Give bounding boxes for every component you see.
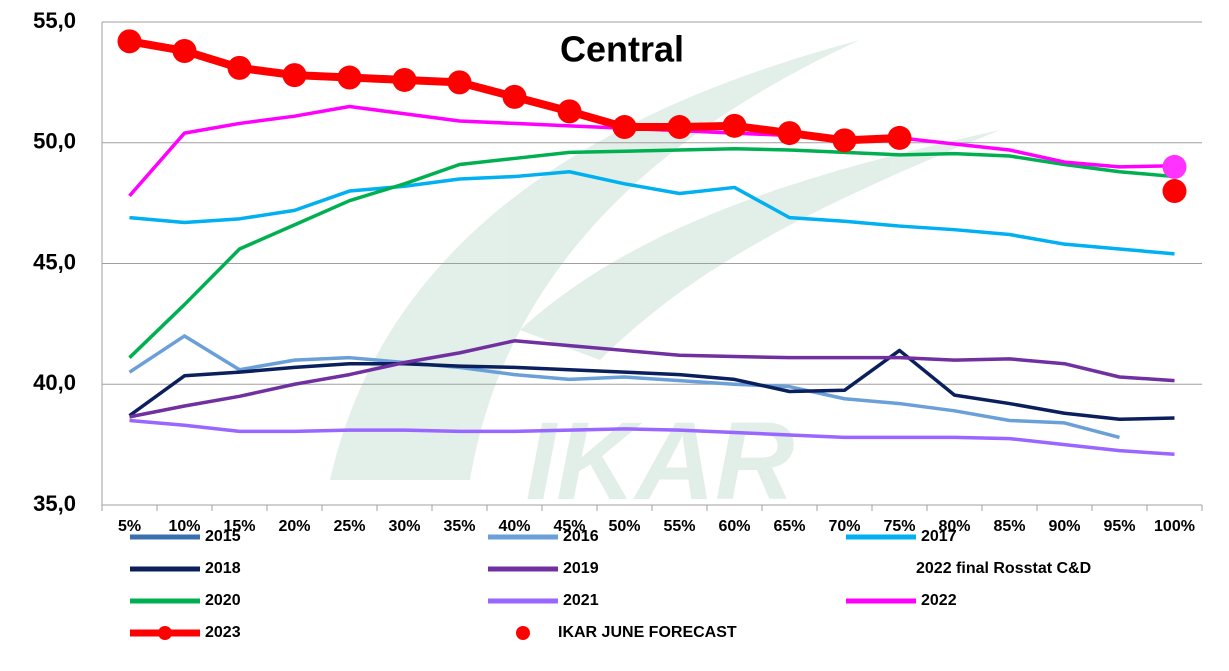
y-tick-label: 45,0 xyxy=(33,249,76,274)
series-marker xyxy=(227,55,252,80)
series-marker xyxy=(337,65,362,90)
series-marker xyxy=(502,84,527,109)
x-tick-label: 10% xyxy=(168,518,200,535)
series-line xyxy=(128,334,1120,440)
legend-item: 2015 xyxy=(130,528,241,545)
x-tick-label: 45% xyxy=(553,518,585,535)
legend-label: 2022 xyxy=(921,592,957,609)
y-tick-label: 50,0 xyxy=(33,129,76,154)
y-tick-label: 55,0 xyxy=(33,8,76,33)
series-marker xyxy=(557,99,582,124)
watermark: IKAR xyxy=(330,40,1000,523)
y-tick-label: 35,0 xyxy=(33,491,76,516)
series-marker xyxy=(1162,179,1187,204)
legend-item: IKAR JUNE FORECAST xyxy=(516,624,737,641)
legend-label: 2015 xyxy=(205,528,241,545)
legend-item: 2022 xyxy=(846,592,957,609)
legend-label: 2021 xyxy=(563,592,599,609)
x-tick-label: 80% xyxy=(938,518,970,535)
legend-symbol xyxy=(516,626,530,640)
series-marker xyxy=(667,115,692,140)
x-tick-label: 100% xyxy=(1154,518,1195,535)
series-line xyxy=(129,339,1175,419)
chart-title: Central xyxy=(560,29,684,70)
x-tick-label: 90% xyxy=(1048,518,1080,535)
x-tick-label: 20% xyxy=(278,518,310,535)
series-marker xyxy=(392,67,417,92)
x-tick-label: 25% xyxy=(333,518,365,535)
series-marker xyxy=(172,38,197,63)
legend-label: 2016 xyxy=(563,528,599,545)
series-line xyxy=(129,418,1175,457)
series-line xyxy=(129,169,1175,256)
series-marker xyxy=(117,29,142,54)
legend-item: 2016 xyxy=(488,528,599,545)
legend-item: 2019 xyxy=(488,560,599,577)
x-tick-label: 75% xyxy=(883,518,915,535)
legend-label: 2023 xyxy=(205,624,241,641)
series-marker xyxy=(282,63,307,88)
x-tick-label: 95% xyxy=(1103,518,1135,535)
x-tick-label: 5% xyxy=(118,518,141,535)
series-marker xyxy=(1162,154,1187,179)
legend-item: 2018 xyxy=(130,560,241,577)
legend-label: 2019 xyxy=(563,560,599,577)
legend-item: 2020 xyxy=(130,592,241,609)
legend-symbol xyxy=(158,626,172,640)
legend-item: 2021 xyxy=(488,592,599,609)
series-line xyxy=(128,147,1175,359)
legend-item: 2023 xyxy=(130,624,241,641)
x-tick-label: 35% xyxy=(443,518,475,535)
y-tick-label: 40,0 xyxy=(33,370,76,395)
legend-label: 2020 xyxy=(205,592,241,609)
series-marker xyxy=(777,121,802,146)
series-line xyxy=(128,348,1175,422)
series-marker xyxy=(832,128,857,153)
x-tick-label: 40% xyxy=(498,518,530,535)
legend-label: 2018 xyxy=(205,560,241,577)
series-marker xyxy=(447,70,472,95)
x-tick-label: 30% xyxy=(388,518,420,535)
x-tick-label: 15% xyxy=(223,518,255,535)
series-marker xyxy=(887,125,912,150)
series-marker xyxy=(722,113,747,138)
x-tick-label: 50% xyxy=(608,518,640,535)
legend-label: 2022 final Rosstat C&D xyxy=(916,560,1091,577)
x-tick-label: 70% xyxy=(828,518,860,535)
x-tick-label: 55% xyxy=(663,518,695,535)
legend-item: 2017 xyxy=(846,528,957,545)
x-tick-label: 60% xyxy=(718,518,750,535)
svg-text:IKAR: IKAR xyxy=(526,400,795,523)
x-tick-label: 85% xyxy=(993,518,1025,535)
x-tick-label: 65% xyxy=(773,518,805,535)
series-marker xyxy=(612,115,637,140)
legend-item: 2022 final Rosstat C&D xyxy=(916,560,1091,577)
legend-label: IKAR JUNE FORECAST xyxy=(558,624,737,641)
legend-label: 2017 xyxy=(921,528,957,545)
